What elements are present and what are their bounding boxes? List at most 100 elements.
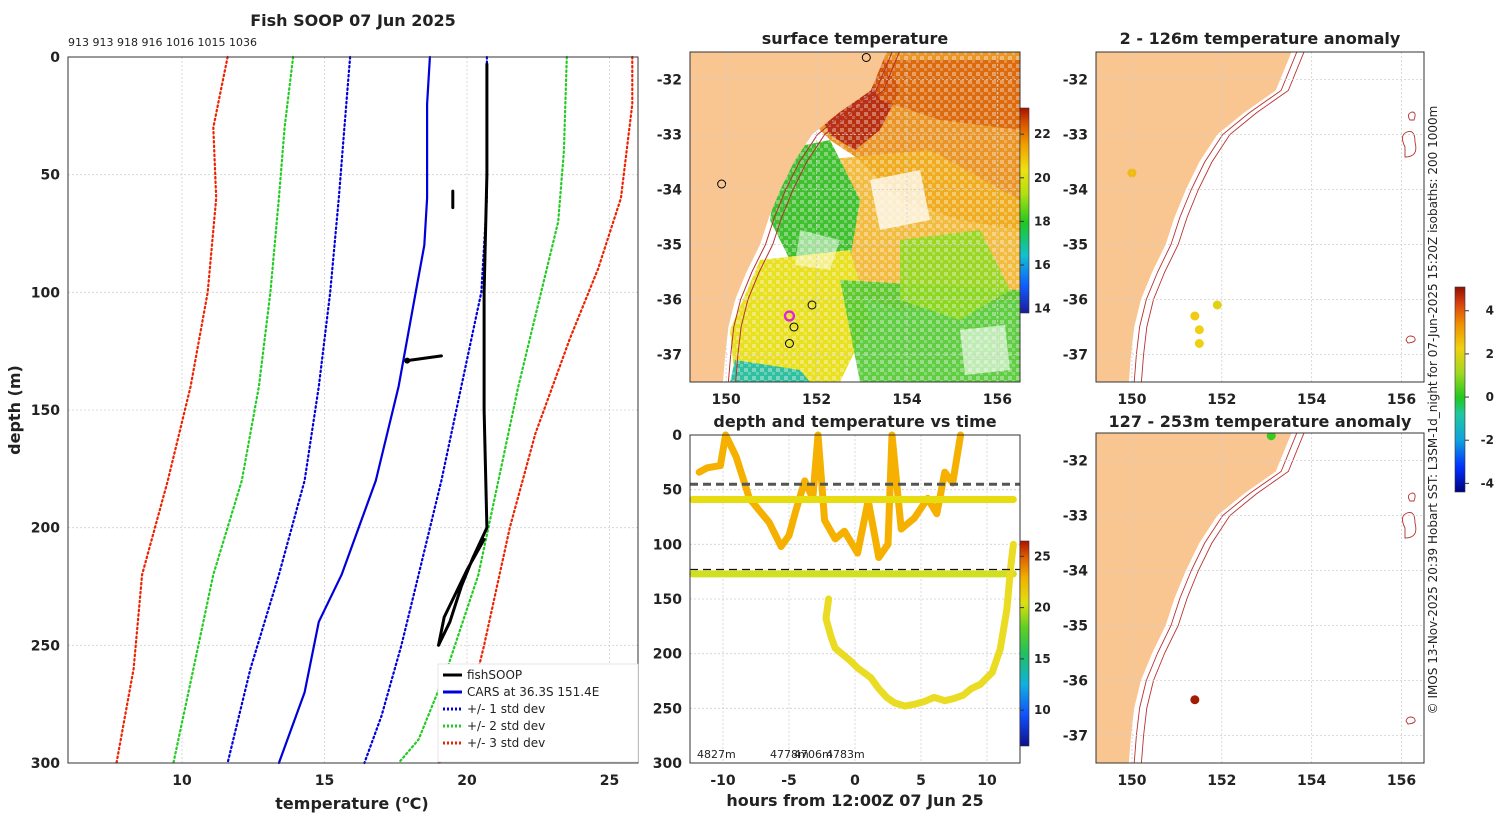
- profile-series-line: [277, 55, 431, 765]
- profile-point: [404, 357, 411, 364]
- lat-tick-label: -35: [657, 238, 682, 254]
- anomaly-lower-title: 127 - 253m temperature anomaly: [1109, 412, 1412, 431]
- lat-tick-label: -36: [657, 293, 682, 309]
- credit-label: © IMOS 13-Nov-2025 20:39 Hobart SST: L3S…: [1426, 106, 1440, 715]
- legend-label-3std: +/- 3 std dev: [467, 736, 545, 750]
- profile-legend: fishSOOP CARS at 36.3S 151.4E +/- 1 std …: [437, 663, 639, 763]
- lon-tick-label: 154: [1297, 392, 1326, 408]
- isobath-200m: [1133, 433, 1298, 763]
- anomaly-point: [1266, 433, 1276, 441]
- lon-tick-label: 152: [802, 392, 831, 408]
- y-tick-label: 100: [31, 285, 60, 301]
- x-tick-label: 0: [850, 773, 860, 789]
- profile-y-axis-label: depth (m): [5, 365, 24, 455]
- station-marker: [807, 300, 817, 310]
- profile-series-line: [397, 55, 568, 765]
- lon-tick-label: 156: [1387, 773, 1416, 789]
- sst-map-chart: surface temperature: [657, 29, 1051, 408]
- y-tick-label: 150: [31, 403, 60, 419]
- sst-map-title: surface temperature: [762, 29, 949, 48]
- colorbar-tick-label: 10: [1034, 703, 1051, 717]
- lat-tick-label: -37: [1063, 729, 1088, 745]
- depth-annotation-3: 4706m: [794, 748, 833, 761]
- y-tick-label: 300: [31, 756, 60, 772]
- x-tick-label: 20: [457, 773, 477, 789]
- x-tick-label: 15: [315, 773, 334, 789]
- profile-x-axis-label: temperature (oC): [275, 793, 428, 813]
- isobath-200m: [1133, 52, 1298, 382]
- colorbar-tick-label: 25: [1034, 549, 1051, 563]
- colorbar-tick-label: -2: [1481, 433, 1494, 447]
- lon-tick-label: 150: [1117, 392, 1146, 408]
- lat-tick-label: -37: [1063, 348, 1088, 364]
- legend-label-cars: CARS at 36.3S 151.4E: [467, 685, 599, 699]
- depth-time-chart: depth and temperature vs time -10 -5 0 5 100…: [653, 412, 1051, 810]
- station-marker: [861, 53, 871, 62]
- y-tick-label: 200: [31, 521, 60, 537]
- colorbar-tick-label: 20: [1034, 601, 1051, 615]
- seamount-outlines: [1402, 492, 1417, 725]
- y-tick-label: 300: [653, 756, 682, 772]
- colorbar-tick-label: 20: [1034, 171, 1051, 185]
- x-tick-label: 5: [916, 773, 926, 789]
- seamount-outlines: [1402, 111, 1417, 344]
- lat-tick-label: -36: [1063, 293, 1088, 309]
- profile-series-line: [437, 55, 634, 765]
- anomaly-colorbar: -4 -2 0 2 4: [1454, 286, 1494, 493]
- sst-colorbar: 14 16 18 20 22: [1019, 107, 1051, 316]
- profile-chart: Fish SOOP 07 Jun 2025 913 913 918 916 10…: [5, 11, 639, 813]
- profile-series-line: [405, 354, 443, 363]
- lat-tick-label: -36: [1063, 674, 1088, 690]
- current-station-marker: [783, 310, 796, 322]
- x-tick-label: 10: [172, 773, 192, 789]
- colorbar-tick-label: 2: [1486, 347, 1494, 361]
- depth-trace: [695, 431, 965, 561]
- y-tick-label: 100: [653, 537, 682, 553]
- time-colorbar: 10 15 20 25: [1019, 540, 1051, 747]
- y-tick-label: 200: [653, 647, 682, 663]
- lon-tick-label: 154: [1297, 773, 1326, 789]
- legend-label-fishsoop: fishSOOP: [467, 668, 522, 682]
- x-tick-label: -10: [710, 773, 736, 789]
- lat-tick-label: -32: [657, 73, 682, 89]
- depth-annotation-1: 4827m: [697, 748, 736, 761]
- anomaly-point: [1194, 325, 1204, 335]
- y-tick-label: 250: [31, 638, 60, 654]
- lat-tick-label: -33: [1063, 509, 1088, 525]
- isobath-1000m: [735, 52, 900, 382]
- y-tick-label: 50: [663, 483, 683, 499]
- colorbar-tick-label: 15: [1034, 652, 1051, 666]
- profile-axes-frame: [67, 56, 639, 764]
- anomaly-colorbar-ramp: [1454, 286, 1466, 493]
- anomaly-lower-frame: [1095, 432, 1425, 764]
- colorbar-tick-label: 16: [1034, 258, 1051, 272]
- lon-tick-label: 152: [1207, 773, 1236, 789]
- x-tick-label: -5: [781, 773, 797, 789]
- profile-series-line: [437, 62, 489, 647]
- lon-tick-label: 150: [1117, 773, 1146, 789]
- legend-label-1std: +/- 1 std dev: [467, 702, 545, 716]
- lat-tick-label: -33: [657, 128, 682, 144]
- profile-series-line: [226, 55, 352, 765]
- legend-label-2std: +/- 2 std dev: [467, 719, 545, 733]
- station-marker: [784, 339, 794, 348]
- x-tick-label: 25: [600, 773, 619, 789]
- anomaly-map-lower: 127 - 253m temperature anomaly 150 152 154…: [1063, 412, 1425, 789]
- station-marker: [717, 179, 727, 189]
- colorbar-tick-label: -4: [1481, 476, 1494, 490]
- depth-time-title: depth and temperature vs time: [713, 412, 996, 431]
- lon-tick-label: 152: [1207, 392, 1236, 408]
- colorbar-tick-label: 18: [1034, 214, 1051, 228]
- y-tick-label: 150: [653, 592, 682, 608]
- lat-tick-label: -34: [1063, 564, 1089, 580]
- lat-tick-label: -32: [1063, 454, 1088, 470]
- colorbar-tick-label: 14: [1034, 302, 1051, 316]
- lat-tick-label: -34: [1063, 183, 1089, 199]
- sst-colorbar-ramp: [1019, 107, 1030, 314]
- lat-tick-label: -37: [657, 348, 682, 364]
- profile-series-line: [172, 55, 295, 765]
- isobath-1000m: [1140, 433, 1305, 763]
- anomaly-upper-frame: [1095, 51, 1425, 383]
- anomaly-upper-title: 2 - 126m temperature anomaly: [1120, 29, 1401, 48]
